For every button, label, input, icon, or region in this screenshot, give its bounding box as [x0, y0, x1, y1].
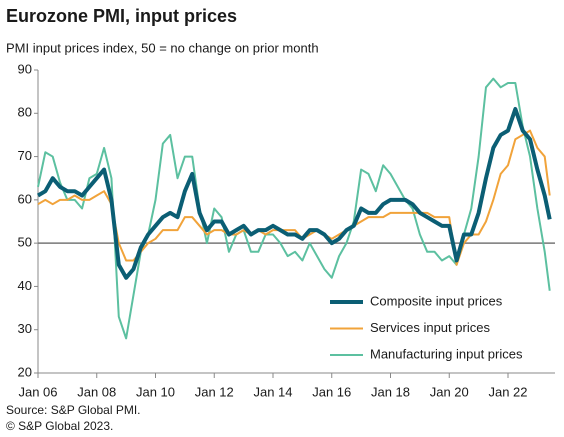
legend-label: Composite input prices [370, 293, 503, 308]
y-tick-label: 60 [18, 191, 32, 206]
x-tick-label: Jan 08 [77, 384, 116, 399]
legend-label: Services input prices [370, 320, 490, 335]
x-tick-label: Jan 12 [195, 384, 234, 399]
y-tick-label: 30 [18, 321, 32, 336]
x-tick-label: Jan 10 [136, 384, 175, 399]
series-line [37, 77, 551, 340]
series-line [37, 129, 551, 266]
series-line [36, 106, 552, 280]
y-tick-label: 90 [18, 61, 32, 76]
source: Source: S&P Global PMI. [6, 403, 141, 417]
x-tick-label: Jan 14 [253, 384, 292, 399]
chart-title: Eurozone PMI, input prices [6, 6, 237, 26]
y-tick-label: 50 [18, 235, 32, 250]
copyright: © S&P Global 2023. [6, 419, 113, 433]
legend-label: Manufacturing input prices [370, 346, 523, 361]
y-tick-label: 80 [18, 105, 32, 120]
chart-subtitle: PMI input prices index, 50 = no change o… [6, 40, 319, 55]
y-tick-label: 20 [18, 364, 32, 379]
x-tick-label: Jan 16 [312, 384, 351, 399]
x-tick-label: Jan 18 [371, 384, 410, 399]
x-tick-label: Jan 22 [488, 384, 527, 399]
x-tick-label: Jan 06 [18, 384, 57, 399]
y-tick-label: 70 [18, 148, 32, 163]
x-tick-label: Jan 20 [430, 384, 469, 399]
y-tick-label: 40 [18, 278, 32, 293]
